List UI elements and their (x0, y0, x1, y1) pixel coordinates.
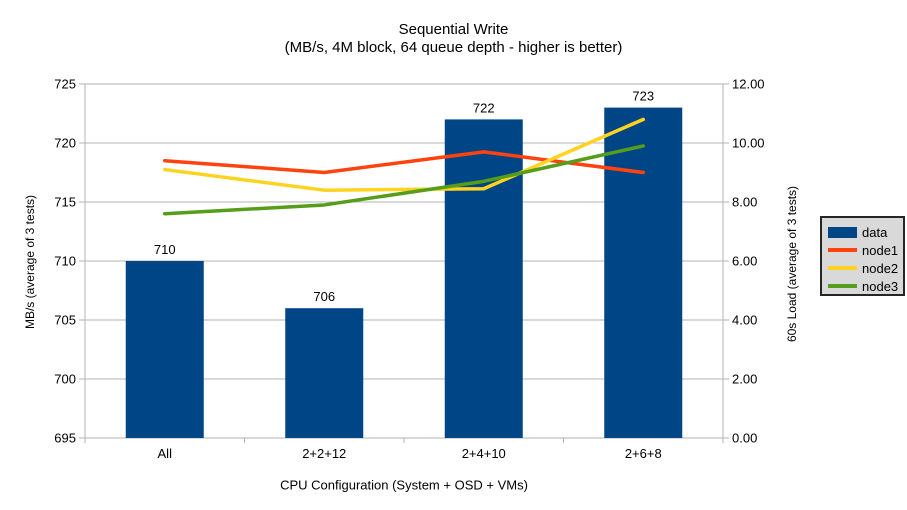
left-axis-tick-label: 720 (54, 136, 76, 151)
bar-2+2+12 (285, 308, 364, 438)
legend-label-data: data (862, 224, 888, 240)
left-axis-tick-label: 705 (54, 313, 76, 328)
line-node3 (163, 144, 645, 216)
x-axis-category-label: All (158, 446, 173, 461)
legend-label-node2: node2 (862, 260, 899, 276)
left-axis-tick-label: 725 (54, 77, 76, 92)
legend-swatch-node1 (828, 248, 857, 252)
right-axis-tick-label: 6.00 (732, 254, 757, 269)
bar-2+4+10 (444, 119, 523, 439)
right-axis-tick-label: 2.00 (732, 372, 757, 387)
left-axis-tick-label: 700 (54, 372, 76, 387)
legend-item-node2: node2 (828, 259, 903, 277)
bar-All (125, 261, 204, 438)
bar-value-label: 706 (313, 289, 335, 304)
legend: data node1 node2 node3 (820, 216, 905, 296)
chart-subtitle: (MB/s, 4M block, 64 queue depth - higher… (284, 39, 623, 56)
line-node2 (163, 117, 645, 192)
bar-2+6+8 (604, 107, 683, 438)
left-axis-tick-label: 695 (54, 431, 76, 446)
bar-value-label: 723 (632, 89, 654, 104)
chart-title: Sequential Write (398, 21, 509, 38)
left-axis-tick-label: 710 (54, 254, 76, 269)
x-axis-category-label: 2+4+10 (462, 446, 506, 461)
legend-item-node3: node3 (828, 277, 903, 295)
right-axis-title: 60s Load (average of 3 tests) (785, 185, 799, 343)
left-axis-title: MB/s (average of 3 tests) (23, 194, 37, 330)
right-axis-tick-label: 8.00 (732, 195, 757, 210)
left-axis-tick-label: 715 (54, 195, 76, 210)
right-axis-tick-label: 4.00 (732, 313, 757, 328)
bar-value-label: 722 (473, 100, 495, 115)
legend-item-data: data (828, 223, 903, 241)
legend-label-node3: node3 (862, 278, 899, 294)
x-axis-category-label: 2+6+8 (625, 446, 662, 461)
bar-value-label: 710 (154, 242, 176, 257)
legend-swatch-node2 (828, 266, 857, 270)
legend-item-node1: node1 (828, 241, 903, 259)
right-axis-tick-label: 12.00 (732, 77, 765, 92)
x-axis-title: CPU Configuration (System + OSD + VMs) (280, 477, 528, 493)
right-axis-tick-label: 10.00 (732, 136, 765, 151)
x-axis-category-label: 2+2+12 (302, 446, 346, 461)
legend-swatch-node3 (828, 284, 857, 288)
legend-swatch-data (828, 226, 857, 238)
legend-label-node1: node1 (862, 242, 899, 258)
right-axis-tick-label: 0.00 (732, 431, 757, 446)
